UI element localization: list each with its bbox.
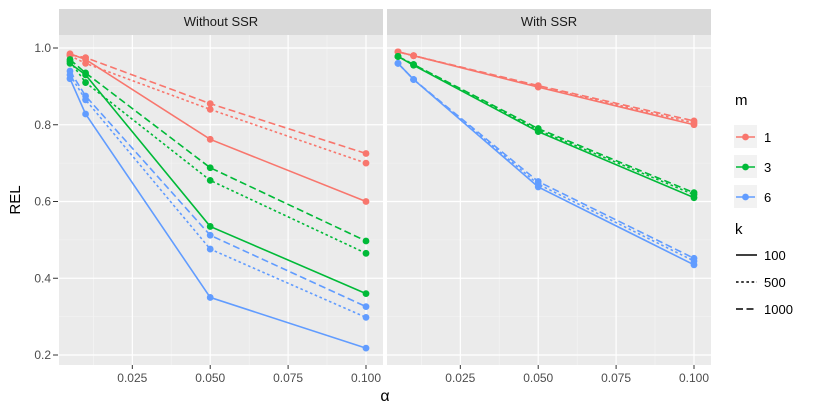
y-tick-label: 0.2 xyxy=(34,348,51,362)
data-point-m3-k1000 xyxy=(690,189,698,197)
legend-key-point xyxy=(742,133,749,141)
series-line-m1-k1000 xyxy=(397,51,695,122)
data-point-m3-k1000 xyxy=(206,164,214,172)
data-point-m6-k1000 xyxy=(362,303,370,311)
data-point-m3-k100 xyxy=(206,223,214,230)
data-point-m6-k100 xyxy=(206,294,214,301)
data-point-m3-k500 xyxy=(82,79,89,86)
data-point-m6-k500 xyxy=(206,245,214,253)
data-point-m1-k100 xyxy=(362,198,370,205)
data-point-m6-k1000 xyxy=(534,178,542,185)
data-point-m1-k1000 xyxy=(362,150,370,157)
data-point-m3-k1000 xyxy=(394,53,402,60)
y-tick-label: 0.4 xyxy=(34,271,51,285)
legend-label-m: 6 xyxy=(764,190,771,205)
data-point-m1-k1000 xyxy=(206,100,214,108)
series-line-m3-k100 xyxy=(397,55,695,199)
data-point-m6-k1000 xyxy=(206,231,214,239)
series-line-m6-k1000 xyxy=(69,70,367,308)
data-point-m6-k100 xyxy=(82,110,89,118)
data-point-m3-k500 xyxy=(362,249,370,257)
data-point-m6-k1000 xyxy=(66,67,74,75)
data-point-m3-k100 xyxy=(362,290,370,297)
legend-title-k: k xyxy=(735,221,743,238)
x-tick-label: 0.025 xyxy=(117,371,147,385)
legend-label-k: 500 xyxy=(764,275,786,290)
x-axis-title: α xyxy=(380,388,389,405)
facet-strip-title: With SSR xyxy=(521,14,577,29)
data-point-m1-k1000 xyxy=(534,82,542,90)
series-line-m3-k500 xyxy=(69,60,367,255)
series-line-m1-k500 xyxy=(69,54,367,164)
y-axis-title: REL xyxy=(7,185,24,214)
x-tick-label: 0.025 xyxy=(445,371,475,385)
series-line-m3-k100 xyxy=(69,62,367,295)
data-point-m3-k1000 xyxy=(82,69,89,77)
data-point-m1-k500 xyxy=(362,159,370,167)
legend-title-m: m xyxy=(735,92,748,109)
data-point-m3-k1000 xyxy=(362,237,370,245)
data-point-m1-k100 xyxy=(206,135,214,143)
data-point-m6-k1000 xyxy=(410,76,417,83)
data-point-m1-k1000 xyxy=(82,54,89,61)
data-point-m6-k100 xyxy=(362,344,370,352)
series-line-m6-k100 xyxy=(69,78,367,349)
data-point-m1-k1000 xyxy=(690,117,698,125)
series-line-m6-k1000 xyxy=(397,62,695,260)
data-point-m3-k1000 xyxy=(534,125,542,132)
data-point-m1-k500 xyxy=(206,106,214,113)
facet-strip xyxy=(59,9,383,35)
legend-key-point xyxy=(742,193,749,201)
data-point-m6-k1000 xyxy=(394,59,402,67)
series-line-m3-k1000 xyxy=(397,55,695,194)
data-point-m3-k1000 xyxy=(410,61,417,68)
facet-strip-title: Without SSR xyxy=(184,14,258,29)
x-tick-label: 0.050 xyxy=(523,371,553,385)
x-tick-label: 0.050 xyxy=(195,371,225,385)
series-line-m6-k500 xyxy=(69,74,367,319)
panel-background xyxy=(387,35,711,365)
series-line-m1-k100 xyxy=(69,53,367,203)
x-tick-label: 0.075 xyxy=(273,371,303,385)
y-tick-label: 0.6 xyxy=(34,195,51,209)
legend-key-point xyxy=(742,163,749,171)
data-point-m3-k1000 xyxy=(66,56,74,63)
panel-background xyxy=(59,35,383,365)
legend-label-k: 1000 xyxy=(764,302,793,317)
y-tick-label: 0.8 xyxy=(34,118,51,132)
legend-label-m: 3 xyxy=(764,160,771,175)
x-tick-label: 0.100 xyxy=(351,371,381,385)
data-point-m1-k500 xyxy=(82,59,89,67)
data-point-m3-k500 xyxy=(206,176,214,184)
data-point-m6-k500 xyxy=(362,313,370,321)
legend-label-m: 1 xyxy=(764,130,771,145)
data-point-m6-k1000 xyxy=(690,254,698,262)
data-point-m1-k1000 xyxy=(410,52,417,60)
x-tick-label: 0.100 xyxy=(679,371,709,385)
y-tick-label: 1.0 xyxy=(34,41,51,55)
legend-label-k: 100 xyxy=(764,248,786,263)
series-line-m3-k1000 xyxy=(69,58,367,242)
x-tick-label: 0.075 xyxy=(601,371,631,385)
facet-strip xyxy=(387,9,711,35)
data-point-m6-k1000 xyxy=(82,92,89,100)
